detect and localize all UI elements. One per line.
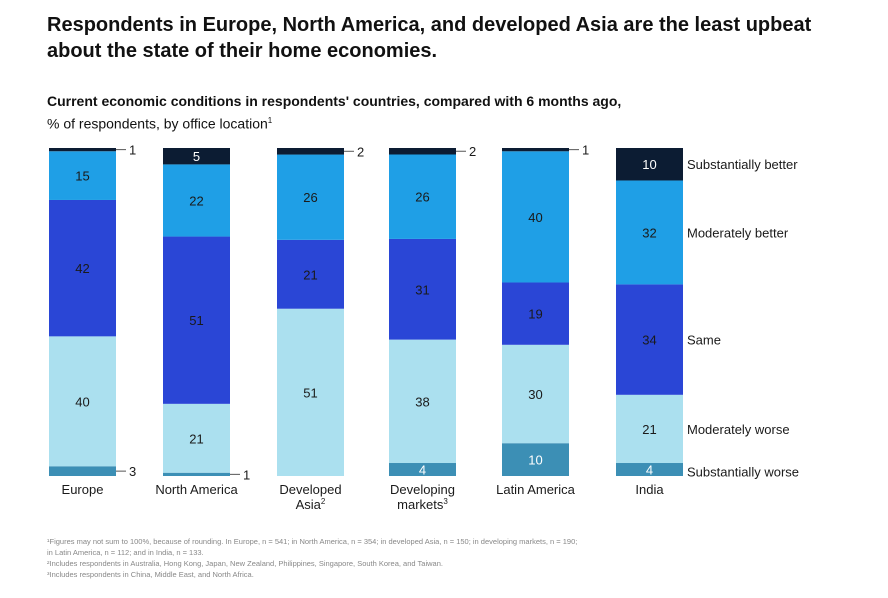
bar-segment bbox=[163, 148, 230, 165]
data-label: 30 bbox=[528, 387, 542, 402]
bar-segment bbox=[616, 463, 683, 476]
data-label: 19 bbox=[528, 307, 542, 322]
bar-segment bbox=[163, 236, 230, 404]
data-label: 34 bbox=[642, 333, 656, 348]
category-label: markets3 bbox=[397, 497, 448, 512]
data-label: 22 bbox=[189, 193, 203, 208]
bar-segment bbox=[49, 466, 116, 476]
data-label: 40 bbox=[528, 210, 542, 225]
legend-label: Moderately better bbox=[687, 225, 789, 240]
category-label: Latin America bbox=[496, 482, 576, 497]
chart-subtitle: Current economic conditions in responden… bbox=[47, 92, 807, 134]
bar-segment bbox=[502, 151, 569, 283]
data-label: 1 bbox=[129, 143, 136, 158]
data-label: 21 bbox=[189, 431, 203, 446]
data-label: 4 bbox=[419, 463, 426, 478]
bar-segment bbox=[163, 472, 230, 476]
legend-label: Substantially worse bbox=[687, 465, 799, 480]
bar-segment bbox=[616, 148, 683, 181]
bar-segment bbox=[389, 148, 456, 155]
data-label: 31 bbox=[415, 282, 429, 297]
data-label: 1 bbox=[243, 467, 250, 482]
data-label: 21 bbox=[303, 267, 317, 282]
category-label: Developing bbox=[390, 482, 455, 497]
chart-headline: Respondents in Europe, North America, an… bbox=[47, 14, 812, 62]
bar-segment bbox=[49, 148, 116, 152]
data-label: 1 bbox=[582, 143, 589, 158]
subtitle-unit-line: % of respondents, by office location bbox=[47, 115, 268, 132]
data-label: 40 bbox=[75, 394, 89, 409]
footnote-line: ¹Figures may not sum to 100%, because of… bbox=[47, 537, 578, 546]
bar-segment bbox=[502, 282, 569, 345]
category-label: Asia2 bbox=[296, 497, 326, 512]
data-label: 38 bbox=[415, 394, 429, 409]
bar-segment bbox=[277, 154, 344, 240]
bar-segment bbox=[277, 308, 344, 476]
data-label: 26 bbox=[415, 190, 429, 205]
bar-segment bbox=[616, 284, 683, 395]
bar-segment bbox=[49, 199, 116, 337]
data-label: 3 bbox=[129, 464, 136, 479]
data-label: 5 bbox=[193, 149, 200, 164]
bar-segment bbox=[616, 180, 683, 285]
bar-segment bbox=[49, 336, 116, 467]
bar-segment bbox=[277, 148, 344, 155]
bar-segment bbox=[49, 151, 116, 200]
data-label: 32 bbox=[642, 225, 656, 240]
bar-segment bbox=[163, 403, 230, 473]
data-label: 2 bbox=[357, 144, 364, 159]
bar-segment bbox=[389, 463, 456, 476]
bar-segment bbox=[389, 238, 456, 340]
data-label: 21 bbox=[642, 422, 656, 437]
bar-segment bbox=[389, 339, 456, 464]
data-label: 26 bbox=[303, 190, 317, 205]
footnotes: ¹Figures may not sum to 100%, because of… bbox=[47, 536, 867, 580]
data-label: 15 bbox=[75, 169, 89, 184]
bar-segment bbox=[502, 443, 569, 476]
legend-label: Moderately worse bbox=[687, 422, 790, 437]
subtitle-bold-line: Current economic conditions in responden… bbox=[47, 93, 622, 109]
category-label: Europe bbox=[62, 482, 104, 497]
category-label: India bbox=[635, 482, 664, 497]
bar-segment bbox=[163, 164, 230, 237]
category-label: Developed bbox=[279, 482, 341, 497]
bar-segment bbox=[389, 154, 456, 239]
legend-label: Same bbox=[687, 333, 721, 348]
category-label: North America bbox=[155, 482, 238, 497]
data-label: 42 bbox=[75, 261, 89, 276]
bar-segment bbox=[616, 394, 683, 464]
legend-label: Substantially better bbox=[687, 157, 798, 172]
data-label: 10 bbox=[528, 453, 542, 468]
bar-segment bbox=[502, 148, 569, 152]
data-label: 51 bbox=[303, 385, 317, 400]
data-label: 51 bbox=[189, 313, 203, 328]
footnote-line: in Latin America, n = 112; and in India,… bbox=[47, 548, 204, 557]
bar-segment bbox=[277, 239, 344, 309]
data-label: 10 bbox=[642, 157, 656, 172]
bar-segment bbox=[502, 344, 569, 444]
data-label: 4 bbox=[646, 463, 653, 478]
data-label: 2 bbox=[469, 144, 476, 159]
subtitle-footnote-marker: 1 bbox=[267, 116, 273, 125]
footnote-line: ²Includes respondents in Australia, Hong… bbox=[47, 559, 443, 568]
footnote-line: ³Includes respondents in China, Middle E… bbox=[47, 570, 254, 579]
